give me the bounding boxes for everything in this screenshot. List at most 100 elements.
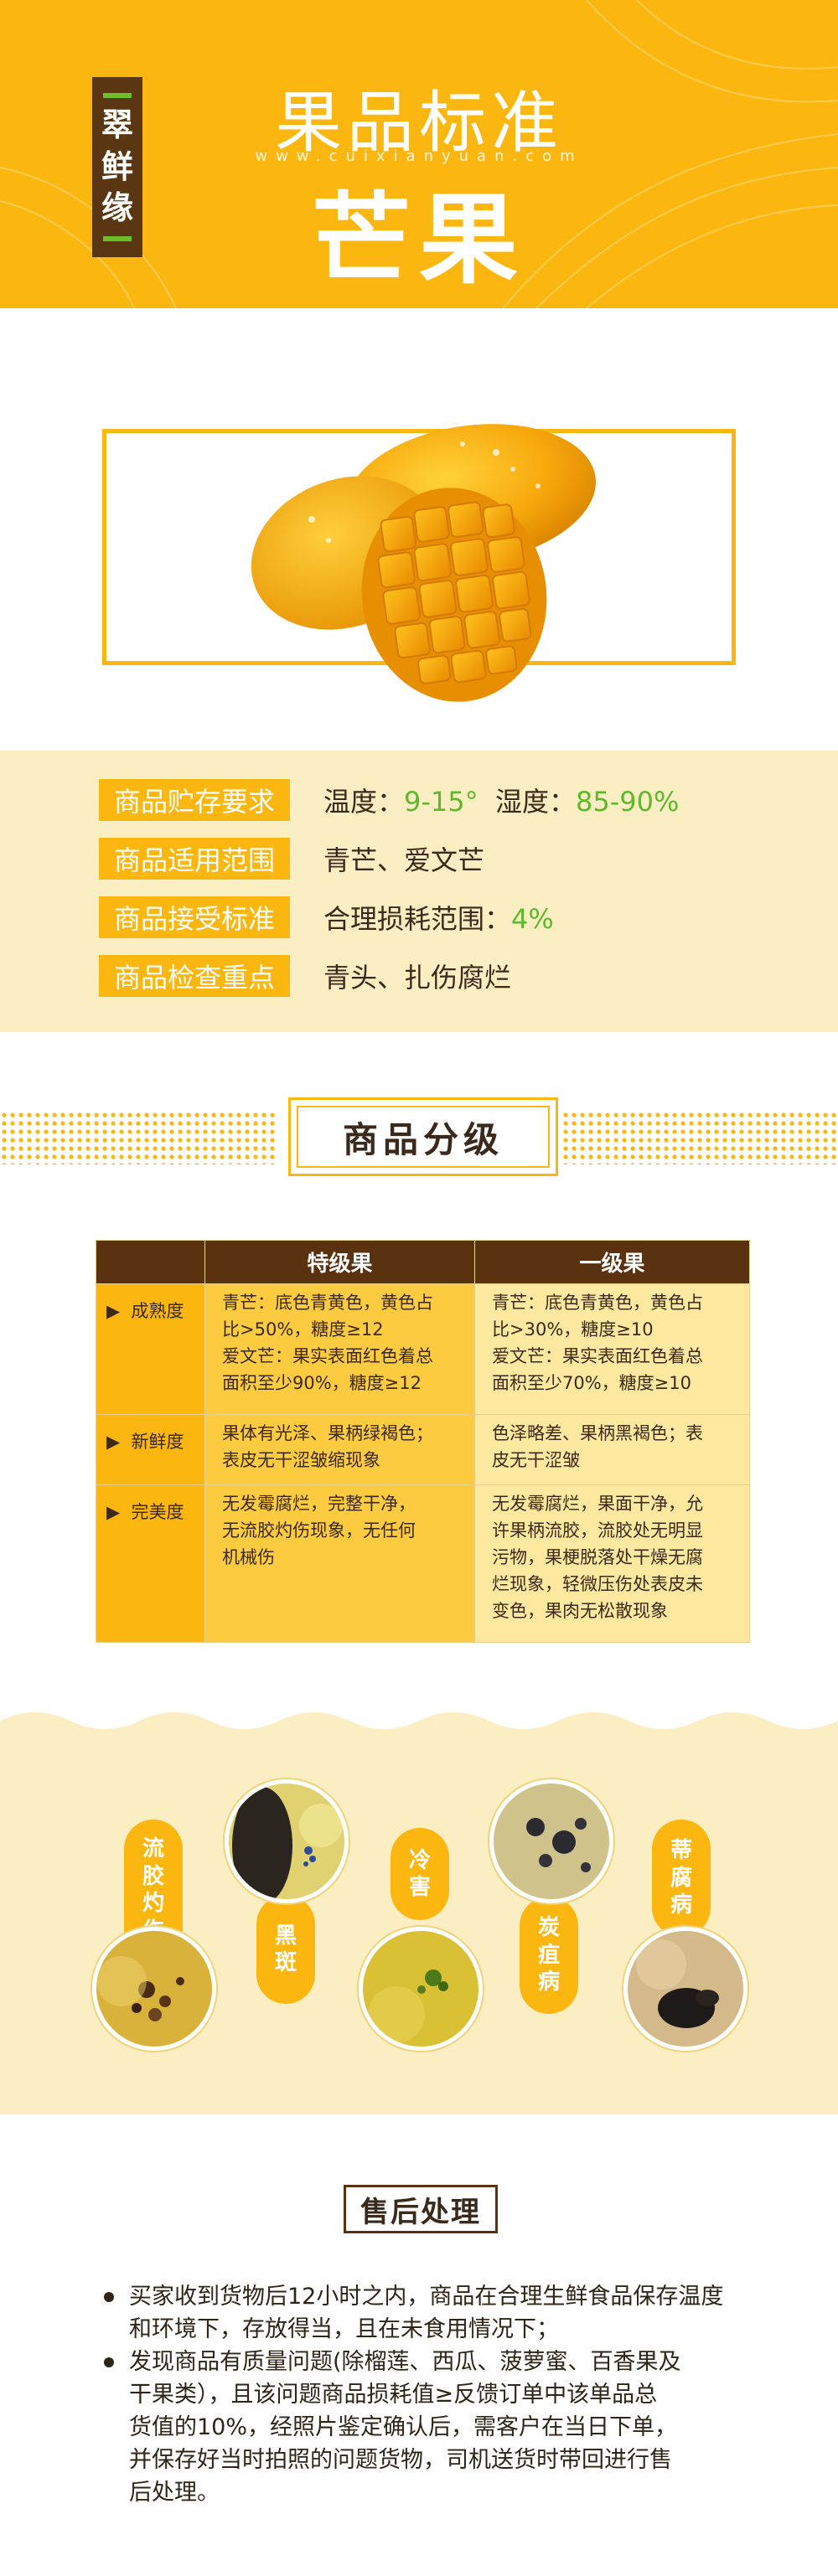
info-value: 青头、扎伤腐烂 (323, 957, 511, 995)
cell-line: 无流胶灼伤现象，无任何 (222, 1520, 416, 1541)
defect-char: 流 (142, 1836, 164, 1861)
defect-label-black-spot: 黑 斑 (256, 1895, 315, 2004)
table-cell: 无发霉腐烂，完整干净， 无流胶灼伤现象，无任何 机械伤 (204, 1484, 475, 1643)
cell-line: 果体有光泽、果柄绿褐色； (222, 1423, 433, 1443)
row-header-label: 完美度 (131, 1502, 184, 1522)
table-row: ▶ 完美度 无发霉腐烂，完整干净， 无流胶灼伤现象，无任何 机械伤 无发霉腐烂，… (96, 1484, 750, 1643)
row-header: ▶ 新鲜度 (96, 1414, 205, 1485)
defect-char: 黑 (274, 1923, 297, 1949)
info-text: 青头、扎伤腐烂 (323, 962, 512, 994)
list-line: 和环境下，存放得当，且在未食用情况下； (129, 2316, 559, 2342)
defect-label-chilling: 冷 害 (391, 1828, 449, 1920)
cell-line: 比>30%，糖度≥10 (492, 1319, 654, 1340)
defect-label-stem-rot: 蒂 腐 病 (652, 1820, 711, 1937)
after-sales-title: 售后处理 (344, 2185, 498, 2233)
cell-line: 无发霉腐烂，果面干净，允 (492, 1494, 703, 1514)
cell-line: 皮无干涩皱 (492, 1450, 580, 1470)
info-value: 合理损耗范围：4% (323, 898, 554, 937)
after-sales-list: 买家收到货物后12小时之内，商品在合理生鲜食品保存温度 和环境下，存放得当，且在… (104, 2280, 749, 2509)
grading-section-title: 商品分级 (288, 1097, 558, 1176)
brand-char: 鲜 (101, 147, 133, 185)
cell-line: 机械伤 (222, 1547, 275, 1567)
site-url: www.cuixianyuan.com (255, 147, 583, 165)
cell-line: 青芒：底色青黄色，黄色占 (492, 1293, 703, 1313)
table-header-cell: 特级果 (204, 1240, 475, 1284)
info-row-inspection: 商品检查重点 青头、扎伤腐烂 (99, 955, 511, 997)
cell-line: 烂现象，轻微压伤处表皮未 (492, 1574, 703, 1594)
defect-char: 灼 (142, 1891, 164, 1916)
table-cell: 青芒：底色青黄色，黄色占 比>50%，糖度≥12 爱文芒：果实表面红色着总 面积… (204, 1283, 475, 1415)
defect-photo-black-spot (225, 1779, 349, 1903)
cell-line: 表皮无干涩皱缩现象 (222, 1450, 380, 1470)
cell-line: 爱文芒：果实表面红色着总 (492, 1346, 703, 1366)
info-text: 温度： (323, 786, 405, 818)
info-row-acceptance: 商品接受标准 合理损耗范围：4% (99, 896, 554, 938)
table-row: ▶ 新鲜度 果体有光泽、果柄绿褐色； 表皮无干涩皱缩现象 色泽略差、果柄黑褐色；… (96, 1414, 750, 1485)
info-label: 商品检查重点 (99, 955, 290, 997)
table-cell: 无发霉腐烂，果面干净，允 许果柄流胶，流胶处无明显 污物，果梗脱落处干燥无腐 烂… (474, 1484, 750, 1643)
defect-label-anthracnose: 炭 疽 病 (520, 1897, 578, 2014)
list-line: 后处理。 (129, 2480, 220, 2506)
cell-line: 许果柄流胶，流胶处无明显 (492, 1520, 703, 1541)
grading-table: 特级果 一级果 ▶ 成熟度 青芒：底色青黄色，黄色占 比>50%，糖度≥12 爱… (96, 1240, 750, 1643)
defect-char: 病 (670, 1892, 692, 1918)
defect-char: 炭 (537, 1915, 560, 1941)
cell-line: 青芒：底色青黄色，黄色占 (222, 1293, 433, 1313)
page-title: 芒果 (311, 182, 526, 297)
cell-line: 无发霉腐烂，完整干净， (222, 1494, 416, 1514)
temperature-value: 9-15° (404, 786, 478, 818)
defect-char: 冷 (408, 1847, 431, 1873)
defect-char: 蒂 (670, 1838, 692, 1864)
brand-logo: 翠 鲜 缘 (92, 77, 142, 257)
table-header-cell (96, 1240, 205, 1284)
defect-photo-stem-rot (623, 1927, 747, 2051)
mango-illustration (251, 424, 596, 702)
info-label: 商品贮存要求 (99, 779, 290, 821)
info-value: 青芒、爱文芒 (323, 839, 484, 878)
defect-char: 胶 (142, 1863, 164, 1889)
page-subtitle: 果品标准 (275, 84, 563, 162)
defect-char: 疽 (537, 1942, 560, 1968)
info-text: 湿度： (478, 786, 576, 818)
defect-photo-gummosis (92, 1927, 216, 2051)
info-row-scope: 商品适用范围 青芒、爱文芒 (99, 838, 484, 880)
table-cell: 色泽略差、果柄黑褐色；表 皮无干涩皱 (474, 1414, 750, 1485)
defect-photo-anthracnose (489, 1779, 613, 1903)
info-text: 合理损耗范围： (323, 903, 512, 935)
table-cell: 青芒：底色青黄色，黄色占 比>30%，糖度≥10 爱文芒：果实表面红色着总 面积… (474, 1283, 750, 1415)
list-item: 发现商品有质量问题(除榴莲、西瓜、菠萝蜜、百香果及 干果类），且该问题商品损耗值… (104, 2346, 749, 2509)
grading-title-text: 商品分级 (297, 1106, 550, 1168)
list-item: 买家收到货物后12小时之内，商品在合理生鲜食品保存温度 和环境下，存放得当，且在… (104, 2280, 749, 2346)
cell-line: 色泽略差、果柄黑褐色；表 (492, 1423, 703, 1443)
cell-line: 比>50%，糖度≥12 (222, 1319, 384, 1340)
list-line: 货值的10%，经照片鉴定确认后，需客户在当日下单， (129, 2414, 678, 2440)
defect-char: 病 (537, 1969, 560, 1995)
cell-line: 面积至少90%，糖度≥12 (222, 1373, 422, 1393)
cell-line: 面积至少70%，糖度≥10 (492, 1373, 691, 1393)
table-header-row: 特级果 一级果 (96, 1240, 750, 1284)
info-label: 商品接受标准 (99, 896, 290, 938)
row-header: ▶ 完美度 (96, 1484, 205, 1643)
defect-photo-chilling (359, 1927, 483, 2051)
defect-char: 斑 (274, 1950, 297, 1975)
header-decor-lines (0, 0, 838, 308)
row-header-label: 成熟度 (131, 1301, 184, 1321)
table-row: ▶ 成熟度 青芒：底色青黄色，黄色占 比>50%，糖度≥12 爱文芒：果实表面红… (96, 1283, 750, 1415)
cell-line: 变色，果肉无松散现象 (492, 1601, 668, 1621)
defect-char: 腐 (670, 1865, 692, 1891)
header-banner: 翠 鲜 缘 果品标准 www.cuixianyuan.com 芒果 (0, 0, 838, 308)
info-value: 温度：9-15° 湿度：85-90% (323, 781, 679, 819)
info-row-storage: 商品贮存要求 温度：9-15° 湿度：85-90% (99, 779, 679, 821)
list-line: 并保存好当时拍照的问题货物，司机送货时带回进行售 (129, 2447, 672, 2473)
info-label: 商品适用范围 (99, 838, 290, 880)
list-line: 发现商品有质量问题(除榴莲、西瓜、菠萝蜜、百香果及 (129, 2349, 681, 2375)
list-line: 干果类），且该问题商品损耗值≥反馈订单中该单品总 (129, 2382, 658, 2408)
dot-pattern-right (561, 1111, 838, 1164)
brand-char: 翠 (101, 106, 133, 144)
list-line: 买家收到货物后12小时之内，商品在合理生鲜食品保存温度 (129, 2284, 724, 2310)
defect-char: 害 (408, 1875, 431, 1900)
dot-pattern-left (0, 1111, 277, 1164)
cell-line: 污物，果梗脱落处干燥无腐 (492, 1547, 703, 1567)
loss-rate-value: 4% (511, 903, 554, 935)
humidity-value: 85-90% (576, 786, 680, 818)
